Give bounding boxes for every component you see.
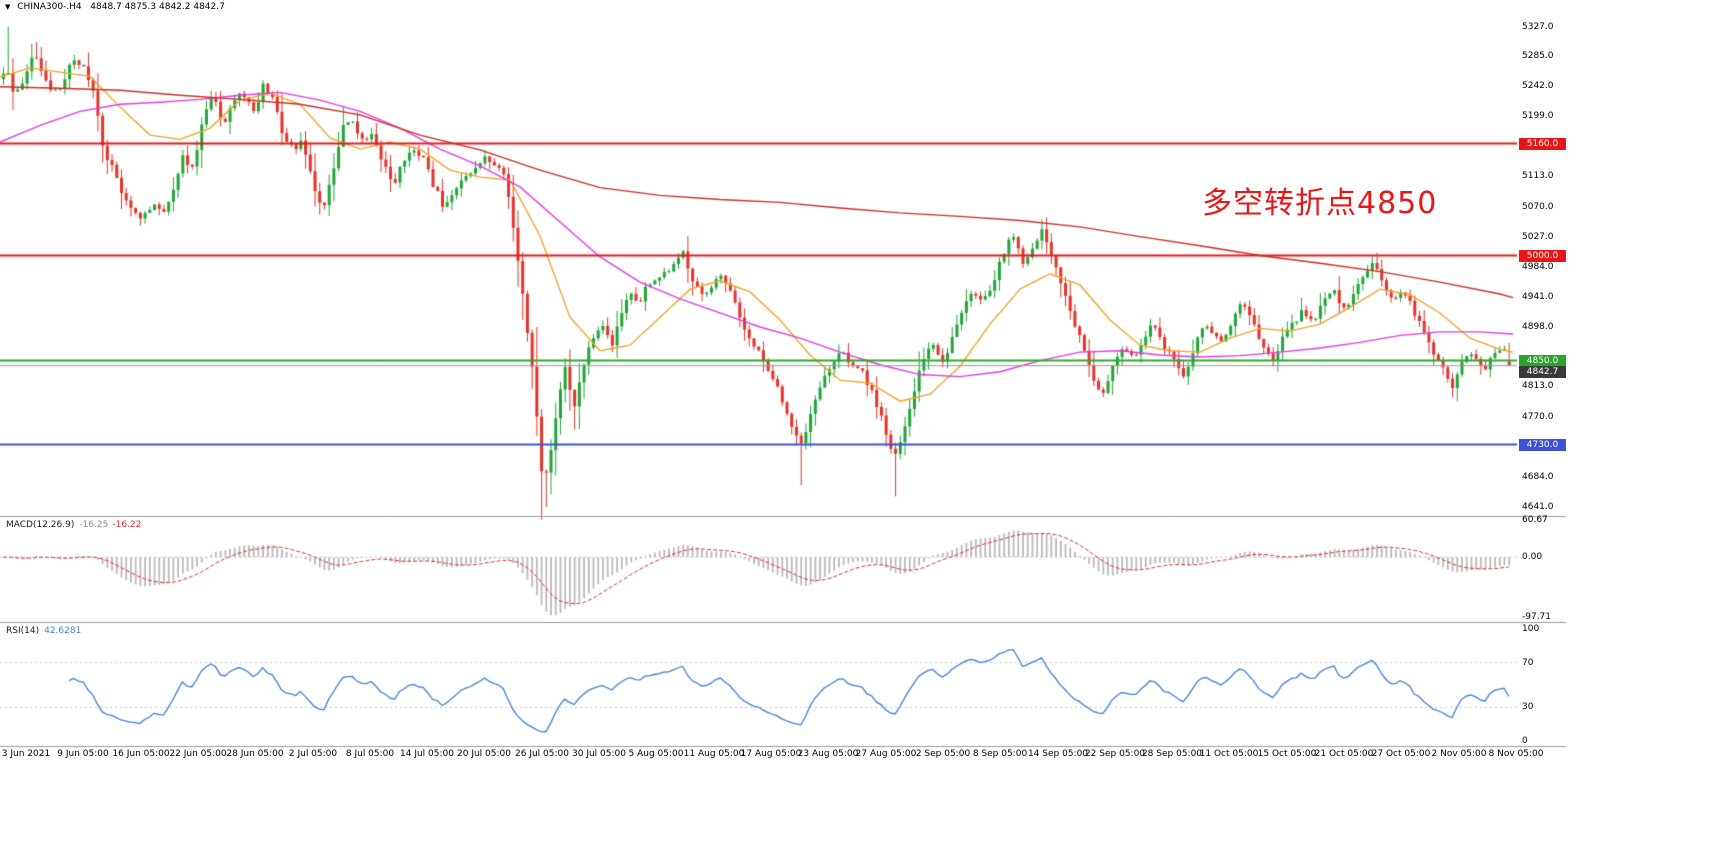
rsi-value: 42.6281 bbox=[44, 626, 82, 636]
chart-header: ▼ CHINA300-.H4 4848.7 4875.3 4842.2 4842… bbox=[5, 2, 225, 12]
macd-indicator-label: MACD(12.26.9) -16.25 -16.22 bbox=[6, 520, 141, 530]
ohlc-values: 4848.7 4875.3 4842.2 4842.7 bbox=[90, 2, 225, 12]
rsi-indicator-label: RSI(14) 42.6281 bbox=[6, 626, 81, 636]
symbol-dropdown-icon[interactable]: ▼ bbox=[5, 3, 11, 11]
chart-annotation-text: 多空转折点4850 bbox=[1202, 186, 1438, 221]
macd-signal-value: -16.22 bbox=[112, 520, 142, 530]
symbol-timeframe-label: CHINA300-.H4 bbox=[17, 2, 82, 12]
rsi-name: RSI(14) bbox=[6, 626, 40, 636]
macd-name: MACD(12.26.9) bbox=[6, 520, 75, 530]
macd-main-value: -16.25 bbox=[79, 520, 109, 530]
